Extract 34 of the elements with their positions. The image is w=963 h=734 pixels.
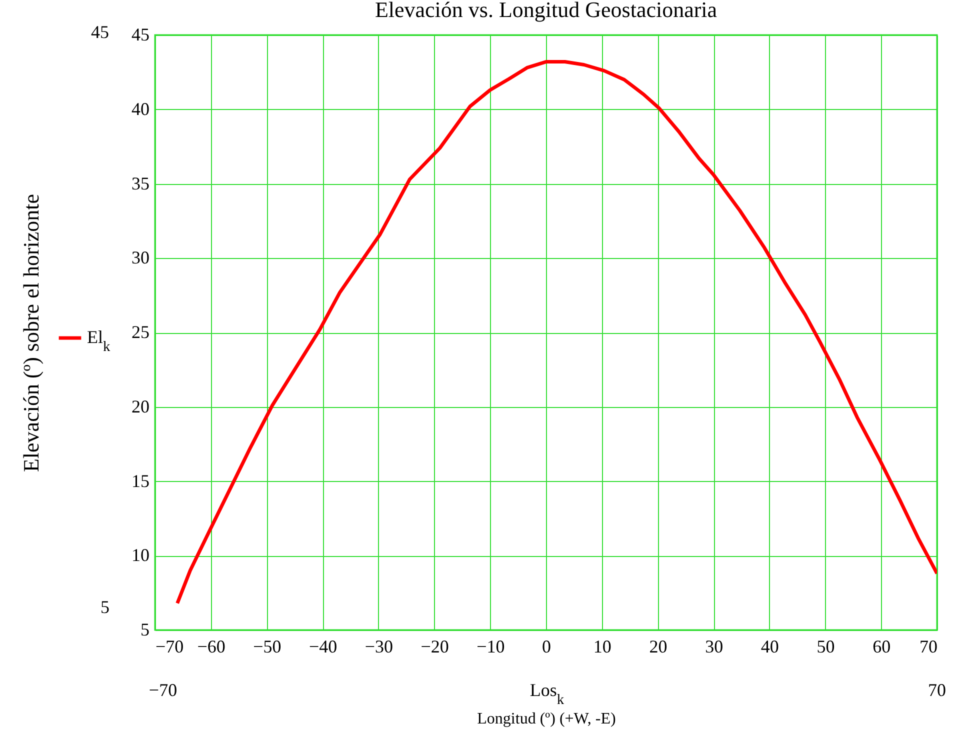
x-tick-label: 20 bbox=[649, 636, 668, 656]
x-tick-label: 50 bbox=[816, 636, 835, 656]
y-tick-label: 35 bbox=[132, 173, 150, 194]
x-tick-label: −30 bbox=[364, 636, 394, 656]
text: −70 bbox=[148, 680, 178, 700]
text: 45 bbox=[91, 22, 109, 42]
x-tick-label: 0 bbox=[542, 636, 551, 656]
x-tick-label: −40 bbox=[308, 636, 338, 656]
x-tick-label: 60 bbox=[872, 636, 891, 656]
x-axis-title: Longitud (º) (+W, -E) bbox=[477, 710, 616, 728]
y-axis-title: Elevación (º) sobre el horizonte bbox=[18, 194, 44, 472]
line-series bbox=[176, 60, 937, 605]
legend-label: El$_{k}$ bbox=[87, 327, 111, 355]
text: 70 bbox=[928, 680, 946, 700]
x-tick-label: −70 bbox=[156, 636, 184, 656]
y-tick-label: 45 bbox=[132, 24, 150, 44]
y-tick-label: 5 bbox=[140, 620, 150, 640]
y-tick-label: 20 bbox=[132, 396, 150, 416]
x-tick-label: −60 bbox=[197, 636, 226, 656]
y-tick-label: 25 bbox=[132, 322, 150, 342]
y-tick-label: 10 bbox=[132, 545, 150, 566]
chart-title: Elevación vs. Longitud Geostacionaria bbox=[374, 0, 718, 22]
x-tick-label: 10 bbox=[593, 636, 612, 656]
x-tick-label: 40 bbox=[760, 636, 779, 656]
y-tick-label: 30 bbox=[132, 248, 150, 268]
x-tick-label: −10 bbox=[476, 636, 505, 656]
x-tick-label: 30 bbox=[705, 636, 724, 656]
x-tick-label: −20 bbox=[420, 636, 449, 656]
y-tick-label: 40 bbox=[132, 98, 150, 119]
x-tick-label: −50 bbox=[253, 636, 282, 656]
x-tick-label: 70 bbox=[920, 636, 938, 656]
text: 5 bbox=[100, 597, 110, 617]
y-tick-label: 15 bbox=[132, 470, 150, 491]
text: Los$_{k}$ bbox=[530, 680, 565, 708]
